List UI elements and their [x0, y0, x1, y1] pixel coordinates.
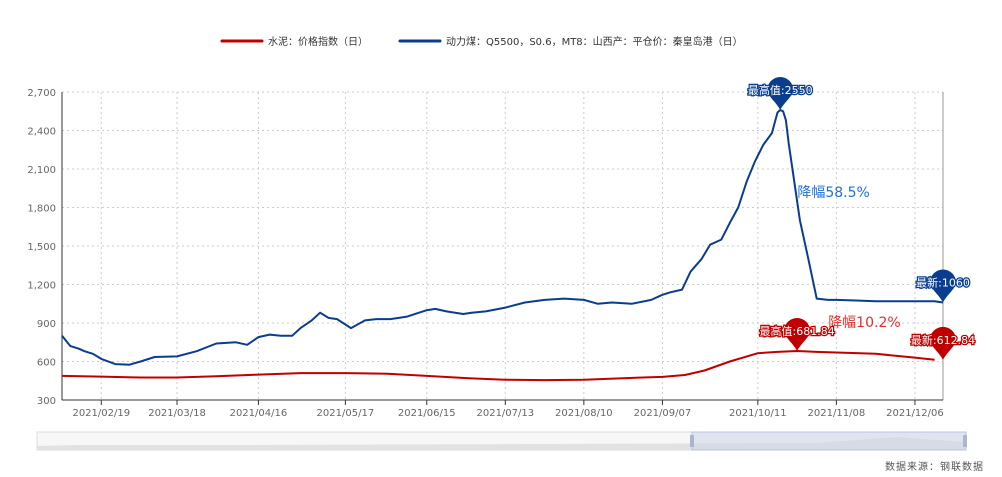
annotation-1: 降幅10.2% — [828, 315, 900, 331]
x-tick-label: 2021/12/06 — [886, 408, 944, 419]
y-tick-label: 1,200 — [27, 281, 56, 292]
annotations-group: 降幅58.5% 降幅10.2% — [797, 185, 900, 331]
y-tick-label: 2,700 — [27, 88, 56, 99]
y-tick-label: 1,500 — [27, 242, 56, 253]
x-tick-label: 2021/03/18 — [148, 408, 206, 419]
x-tick-label: 2021/11/08 — [808, 408, 866, 419]
series-line-1 — [61, 109, 944, 366]
marker-pin — [784, 317, 811, 351]
x-tick-label: 2021/09/07 — [634, 408, 692, 419]
x-tick-label: 2021/07/13 — [476, 408, 534, 419]
legend[interactable]: 水泥：价格指数（日） 动力煤：Q5500，S0.6，MT8：山西产：平仓价：秦皇岛… — [220, 35, 743, 48]
x-tick-label: 2021/02/19 — [72, 408, 130, 419]
marker-2: 最高值:681.84 — [758, 317, 836, 351]
y-tick-label: 2,400 — [27, 127, 56, 138]
marker-1: 最新:1060 — [915, 269, 971, 303]
marker-label: 最高值:2550 — [748, 83, 813, 97]
marker-pin — [930, 326, 956, 360]
series-group — [61, 109, 944, 382]
legend-label-0[interactable]: 水泥：价格指数（日） — [268, 35, 368, 48]
zoom-window[interactable] — [691, 431, 967, 451]
marker-pin — [930, 269, 956, 303]
x-tick-label: 2021/04/16 — [230, 408, 288, 419]
y-tick-label: 2,100 — [27, 165, 56, 176]
marker-0: 最高值:2550 — [747, 76, 814, 110]
x-axis: 2021/02/19 2021/03/18 2021/04/16 2021/05/17… — [62, 399, 944, 419]
marker-label: 最新:612.84 — [911, 333, 975, 347]
y-tick-label: 600 — [37, 358, 56, 369]
y-axis: 300 600 900 1,200 1,500 1,800 2,100 2,400 2,700 — [27, 88, 63, 407]
grid-lines — [62, 91, 944, 401]
marker-pin — [767, 76, 794, 110]
annotation-0: 降幅58.5% — [797, 185, 869, 201]
y-tick-label: 300 — [37, 396, 56, 407]
series-line-0 — [61, 350, 935, 382]
source-label: 数据来源：钢联数据 — [885, 462, 984, 473]
marker-label: 最新:1060 — [916, 275, 970, 289]
y-tick-label: 1,800 — [27, 204, 56, 215]
zoom-handle-left[interactable] — [690, 435, 694, 447]
x-tick-label: 2021/08/10 — [555, 408, 613, 419]
zoom-handle-right[interactable] — [963, 435, 967, 447]
x-tick-label: 2021/10/11 — [729, 408, 787, 419]
y-tick-label: 900 — [37, 319, 56, 330]
legend-label-1[interactable]: 动力煤：Q5500，S0.6，MT8：山西产：平仓价：秦皇岛港（日） — [446, 35, 743, 48]
x-tick-label: 2021/06/15 — [398, 408, 456, 419]
markers-group: 最高值:2550 最新:1060 最高值:681.84 最新:612.84 — [747, 76, 976, 360]
marker-label: 最高值:681.84 — [760, 324, 835, 338]
zoom-slider[interactable] — [36, 431, 967, 451]
x-tick-label: 2021/05/17 — [317, 408, 375, 419]
marker-3: 最新:612.84 — [910, 326, 976, 360]
